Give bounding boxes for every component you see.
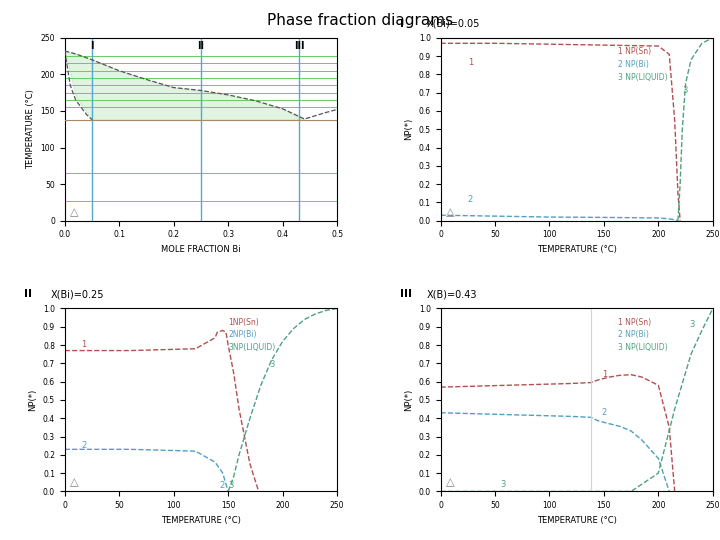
Text: 3: 3 bbox=[228, 481, 233, 490]
Y-axis label: NP(*): NP(*) bbox=[404, 118, 413, 140]
Text: X(B)=0.43: X(B)=0.43 bbox=[427, 289, 477, 299]
Text: 3 NP(LIQUID): 3 NP(LIQUID) bbox=[618, 72, 667, 82]
Y-axis label: TEMPERATURE (°C): TEMPERATURE (°C) bbox=[26, 89, 35, 169]
Text: III: III bbox=[400, 289, 412, 299]
Text: 1: 1 bbox=[468, 58, 473, 68]
Y-axis label: NP(*): NP(*) bbox=[28, 389, 37, 411]
Text: 2NP(Bi): 2NP(Bi) bbox=[228, 330, 256, 340]
Text: 3: 3 bbox=[500, 480, 506, 489]
Text: 2: 2 bbox=[220, 481, 225, 490]
Text: △: △ bbox=[71, 478, 78, 488]
Text: 1: 1 bbox=[81, 340, 86, 349]
Text: 1 NP(Sn): 1 NP(Sn) bbox=[618, 318, 651, 327]
Text: △: △ bbox=[446, 207, 454, 217]
Text: I: I bbox=[90, 42, 94, 51]
Text: X(Bi)=0.25: X(Bi)=0.25 bbox=[51, 289, 104, 299]
Text: 2: 2 bbox=[81, 441, 86, 449]
Text: II: II bbox=[24, 289, 32, 299]
Text: △: △ bbox=[71, 207, 78, 217]
Text: 3NP(LIQUID): 3NP(LIQUID) bbox=[228, 343, 276, 352]
Text: X(Bi)=0.05: X(Bi)=0.05 bbox=[427, 19, 480, 29]
Text: 1NP(Sn): 1NP(Sn) bbox=[228, 318, 259, 327]
Text: 2: 2 bbox=[602, 408, 607, 417]
Text: 3: 3 bbox=[269, 360, 275, 369]
Text: 3: 3 bbox=[689, 320, 694, 329]
Text: III: III bbox=[294, 42, 305, 51]
Text: 1: 1 bbox=[602, 370, 607, 379]
Text: 2: 2 bbox=[468, 195, 473, 205]
Text: II: II bbox=[197, 42, 204, 51]
Text: 3 NP(LIQUID): 3 NP(LIQUID) bbox=[618, 343, 667, 352]
Text: 3: 3 bbox=[683, 86, 688, 94]
Text: 2 NP(Bi): 2 NP(Bi) bbox=[618, 60, 649, 69]
Text: 1 NP(Sn): 1 NP(Sn) bbox=[618, 47, 651, 56]
Text: Phase fraction diagrams: Phase fraction diagrams bbox=[267, 14, 453, 29]
Text: I: I bbox=[400, 19, 404, 29]
X-axis label: MOLE FRACTION Bi: MOLE FRACTION Bi bbox=[161, 245, 240, 254]
Y-axis label: NP(*): NP(*) bbox=[404, 389, 413, 411]
Text: 2 NP(Bi): 2 NP(Bi) bbox=[618, 330, 649, 340]
X-axis label: TEMPERATURE (°C): TEMPERATURE (°C) bbox=[536, 245, 616, 254]
X-axis label: TEMPERATURE (°C): TEMPERATURE (°C) bbox=[161, 516, 241, 525]
X-axis label: TEMPERATURE (°C): TEMPERATURE (°C) bbox=[536, 516, 616, 525]
Text: △: △ bbox=[446, 478, 454, 488]
